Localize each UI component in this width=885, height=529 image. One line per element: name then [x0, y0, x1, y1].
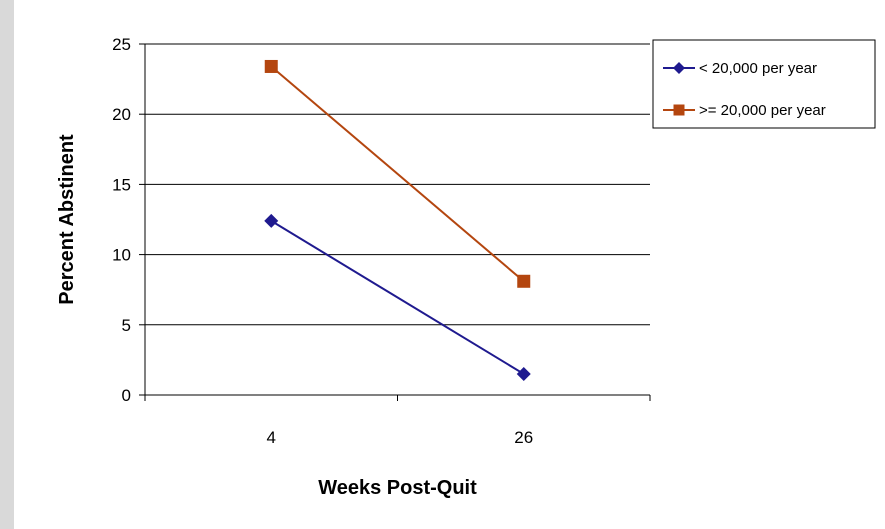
legend-label: < 20,000 per year	[699, 60, 817, 77]
legend-marker	[673, 62, 685, 74]
data-point	[264, 59, 278, 73]
y-tick-label: 0	[122, 386, 131, 405]
legend-item: < 20,000 per year	[663, 60, 817, 77]
y-axis-title: Percent Abstinent	[56, 134, 78, 305]
legend-item: >= 20,000 per year	[663, 102, 826, 119]
data-point	[517, 274, 531, 288]
legend-label: >= 20,000 per year	[699, 102, 826, 119]
data-point	[516, 366, 531, 381]
series-line	[270, 220, 525, 375]
axes	[144, 44, 650, 396]
legend: < 20,000 per year >= 20,000 per year	[652, 39, 876, 129]
series-2	[264, 59, 531, 288]
series	[264, 59, 531, 381]
y-tick-label: 25	[112, 35, 131, 54]
y-tick-label: 10	[112, 246, 131, 265]
x-tick-label: 26	[514, 428, 533, 447]
y-tick-label: 20	[112, 105, 131, 124]
legend-box	[652, 39, 876, 129]
y-tick-label: 5	[122, 316, 131, 335]
x-tick-label: 4	[267, 428, 276, 447]
data-point	[264, 213, 279, 228]
x-axis-title: Weeks Post-Quit	[318, 477, 477, 499]
y-axis-ticks: 0 5 10 15 20 25	[112, 35, 145, 405]
gridlines	[145, 43, 650, 326]
series-line	[270, 65, 525, 283]
series-1	[264, 213, 531, 381]
x-axis-ticks: 4 26	[144, 395, 651, 447]
legend-marker	[673, 104, 685, 116]
y-tick-label: 15	[112, 175, 131, 194]
